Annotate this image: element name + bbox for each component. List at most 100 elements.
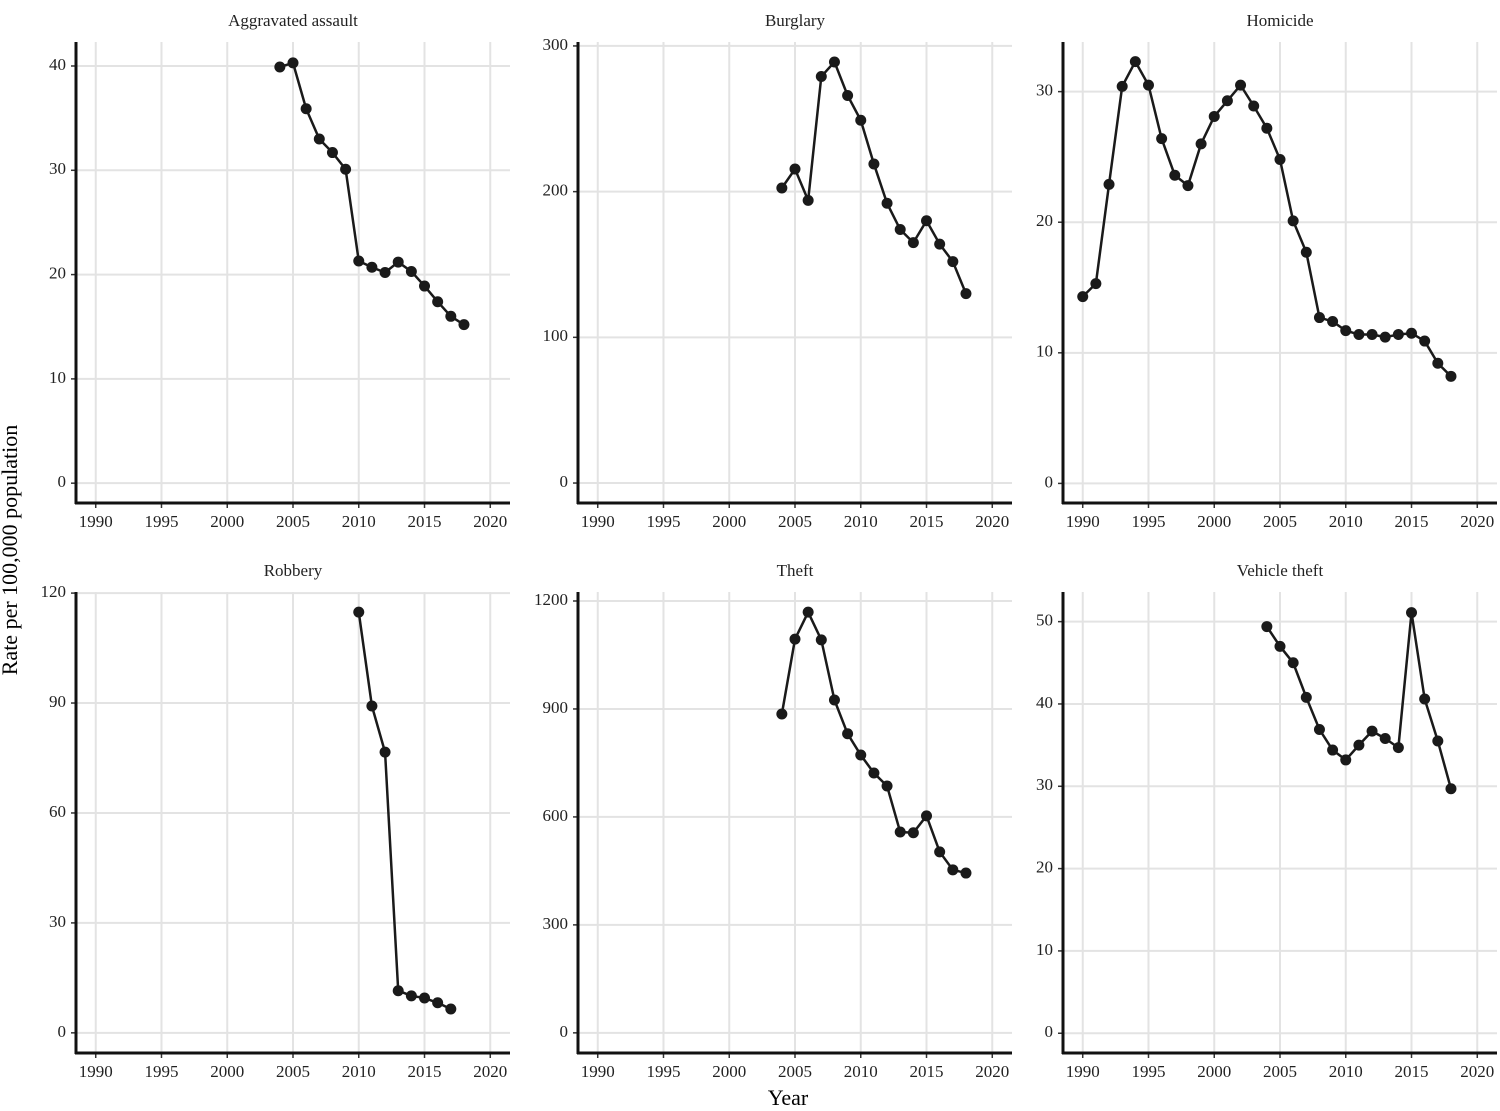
data-point: [1248, 100, 1260, 112]
x-tick-label: 2015: [1395, 512, 1429, 531]
y-tick-label: 900: [543, 698, 569, 717]
data-point: [392, 256, 404, 268]
x-tick-label: 2010: [342, 512, 376, 531]
data-point: [353, 255, 365, 267]
data-point: [419, 280, 431, 292]
x-tick-label: 1995: [1131, 1062, 1165, 1081]
x-tick-label: 2010: [1329, 1062, 1363, 1081]
data-point: [1366, 329, 1378, 341]
x-tick-label: 2020: [473, 1062, 507, 1081]
y-tick-label: 10: [49, 368, 66, 387]
data-point: [1353, 739, 1365, 751]
data-point: [432, 296, 444, 308]
x-tick-label: 1995: [1131, 512, 1165, 531]
x-tick-label: 2005: [1263, 1062, 1297, 1081]
y-tick-label: 0: [1045, 1022, 1054, 1041]
data-point: [1445, 370, 1457, 382]
data-point: [960, 288, 972, 300]
x-tick-label: 2020: [975, 1062, 1009, 1081]
data-point: [392, 985, 404, 997]
data-point: [1432, 357, 1444, 369]
data-point: [1432, 735, 1444, 747]
data-point: [1340, 754, 1352, 766]
y-tick-label: 60: [49, 802, 66, 821]
data-point: [828, 694, 840, 706]
x-tick-label: 1995: [144, 512, 178, 531]
data-point: [1274, 640, 1286, 652]
y-tick-label: 120: [41, 582, 67, 601]
data-point: [405, 990, 417, 1002]
panel-title: Aggravated assault: [228, 11, 358, 30]
data-point: [1182, 180, 1194, 192]
data-point: [868, 158, 880, 170]
x-tick-label: 2005: [276, 512, 310, 531]
data-point: [907, 237, 919, 249]
data-point: [1169, 169, 1181, 181]
x-axis-label: Year: [768, 1085, 809, 1110]
data-point: [1129, 56, 1141, 68]
x-tick-label: 2000: [210, 1062, 244, 1081]
data-point: [815, 634, 827, 646]
y-tick-label: 0: [58, 1022, 67, 1041]
data-point: [340, 163, 352, 175]
data-point: [379, 746, 391, 758]
data-point: [842, 728, 854, 740]
data-point: [947, 256, 959, 268]
data-point: [1195, 138, 1207, 150]
y-tick-label: 10: [1036, 342, 1053, 361]
x-tick-label: 1990: [79, 1062, 113, 1081]
x-tick-label: 2005: [1263, 512, 1297, 531]
x-tick-label: 2020: [975, 512, 1009, 531]
data-point: [1392, 329, 1404, 341]
data-point: [1261, 621, 1273, 633]
y-tick-label: 0: [560, 1022, 569, 1041]
x-tick-label: 1990: [581, 512, 615, 531]
data-point: [274, 61, 286, 73]
data-point: [1327, 315, 1339, 327]
data-point: [1208, 110, 1220, 122]
data-point: [881, 780, 893, 792]
x-tick-label: 2000: [712, 512, 746, 531]
data-point: [1340, 325, 1352, 337]
data-point: [1406, 327, 1418, 339]
y-tick-label: 100: [543, 326, 569, 345]
data-point: [960, 867, 972, 879]
data-point: [366, 261, 378, 273]
data-point: [934, 238, 946, 250]
data-point: [1142, 79, 1154, 91]
x-tick-label: 1990: [79, 512, 113, 531]
data-point: [921, 215, 933, 227]
x-tick-label: 2010: [844, 512, 878, 531]
data-point: [405, 265, 417, 277]
data-point: [842, 89, 854, 101]
data-point: [894, 224, 906, 236]
y-tick-label: 50: [1036, 611, 1053, 630]
series-line: [279, 61, 465, 326]
panel-title: Robbery: [264, 561, 323, 580]
x-tick-label: 2005: [778, 512, 812, 531]
data-point: [432, 997, 444, 1009]
x-tick-label: 1990: [1066, 1062, 1100, 1081]
data-point: [1445, 783, 1457, 795]
data-point: [934, 846, 946, 858]
data-point: [1116, 80, 1128, 92]
y-tick-label: 600: [543, 806, 569, 825]
panel-title: Homicide: [1246, 11, 1313, 30]
data-point: [1419, 335, 1431, 347]
y-tick-label: 200: [543, 181, 569, 200]
data-point: [300, 103, 312, 115]
x-tick-label: 2020: [1460, 512, 1494, 531]
y-tick-label: 0: [560, 472, 569, 491]
data-point: [1313, 312, 1325, 324]
data-point: [789, 633, 801, 645]
data-point: [776, 182, 788, 194]
data-point: [921, 810, 933, 822]
data-point: [1287, 657, 1299, 669]
data-point: [907, 827, 919, 839]
y-tick-label: 90: [49, 692, 66, 711]
y-tick-label: 40: [1036, 693, 1053, 712]
panel-title: Vehicle theft: [1237, 561, 1324, 580]
data-point: [445, 310, 457, 322]
data-point: [881, 197, 893, 209]
